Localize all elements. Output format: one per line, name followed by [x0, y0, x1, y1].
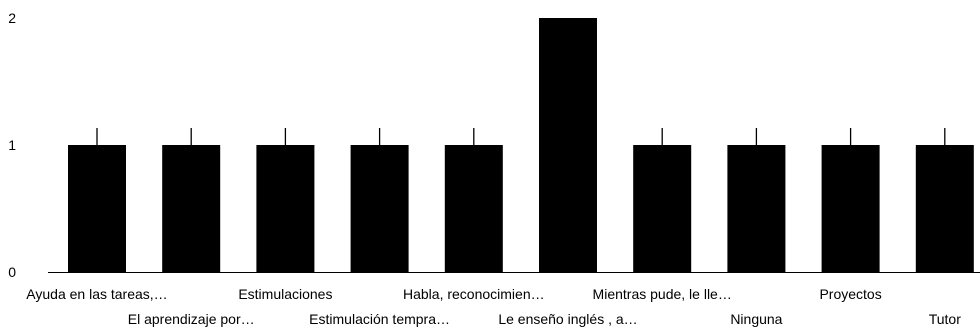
- bar: [539, 18, 597, 272]
- x-axis-labels: Ayuda en las tareas,… El aprendizaje por……: [26, 286, 961, 327]
- bar: [821, 145, 880, 272]
- y-tick-label: 1: [8, 137, 16, 153]
- bar: [633, 145, 692, 272]
- x-tick-label: Estimulación tempra…: [309, 311, 450, 327]
- x-tick-label: Ayuda en las tareas,…: [26, 286, 167, 302]
- bar: [444, 145, 503, 272]
- x-tick-label: Ninguna: [730, 311, 782, 327]
- error-bars-group: [96, 128, 946, 145]
- x-tick-label: El aprendizaje por…: [128, 311, 255, 327]
- x-tick-label: Le enseño inglés , a…: [498, 311, 637, 327]
- bar: [68, 145, 126, 272]
- x-tick-label: Habla, reconocimien…: [403, 286, 545, 302]
- y-axis: 0 1 2: [8, 10, 16, 280]
- bar: [350, 145, 409, 272]
- x-tick-label: Mientras pude, le lle…: [593, 286, 732, 302]
- bar: [727, 145, 786, 272]
- x-tick-label: Proyectos: [819, 286, 881, 302]
- bars-group: [68, 18, 974, 272]
- x-tick-label: Estimulaciones: [238, 286, 332, 302]
- y-tick-label: 0: [8, 264, 16, 280]
- bar: [915, 145, 974, 272]
- y-tick-label: 2: [8, 10, 16, 26]
- x-tick-label: Tutor: [929, 311, 961, 327]
- bar: [162, 145, 221, 272]
- bar: [256, 145, 315, 272]
